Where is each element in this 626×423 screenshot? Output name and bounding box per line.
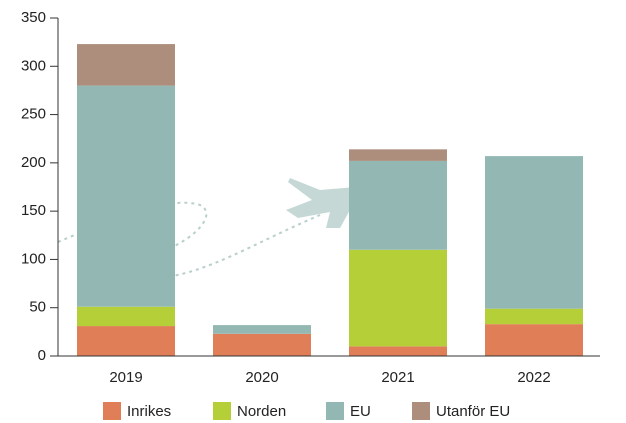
y-tick-label: 300	[21, 57, 46, 74]
bar-segment	[349, 249, 447, 347]
y-tick-label: 350	[21, 9, 46, 26]
y-tick-label: 100	[21, 250, 46, 267]
x-tick-label: 2019	[109, 369, 142, 386]
legend-label: EU	[350, 403, 371, 420]
legend-label: Norden	[237, 403, 286, 420]
legend-swatch	[103, 402, 121, 420]
bar-segment	[349, 160, 447, 250]
x-tick-label: 2022	[517, 369, 550, 386]
legend-swatch	[326, 402, 344, 420]
bar-segment	[485, 156, 583, 309]
bar-segment	[213, 333, 311, 356]
bar-segment	[77, 44, 175, 86]
x-tick-label: 2020	[245, 369, 278, 386]
bar-segment	[485, 324, 583, 356]
legend-label: Inrikes	[127, 403, 171, 420]
bar-segment	[77, 85, 175, 307]
bar-segment	[349, 149, 447, 161]
legend-label: Utanför EU	[436, 403, 510, 420]
legend-swatch	[412, 402, 430, 420]
y-tick-label: 50	[29, 299, 46, 316]
legend-swatch	[213, 402, 231, 420]
bar-segment	[213, 325, 311, 334]
bar-segment	[77, 306, 175, 327]
bar-segment	[485, 308, 583, 325]
y-tick-label: 250	[21, 106, 46, 123]
y-tick-label: 150	[21, 202, 46, 219]
x-tick-label: 2021	[381, 369, 414, 386]
y-tick-label: 200	[21, 154, 46, 171]
bar-segment	[349, 346, 447, 356]
y-tick-label: 0	[38, 347, 46, 364]
bar-segment	[77, 326, 175, 356]
